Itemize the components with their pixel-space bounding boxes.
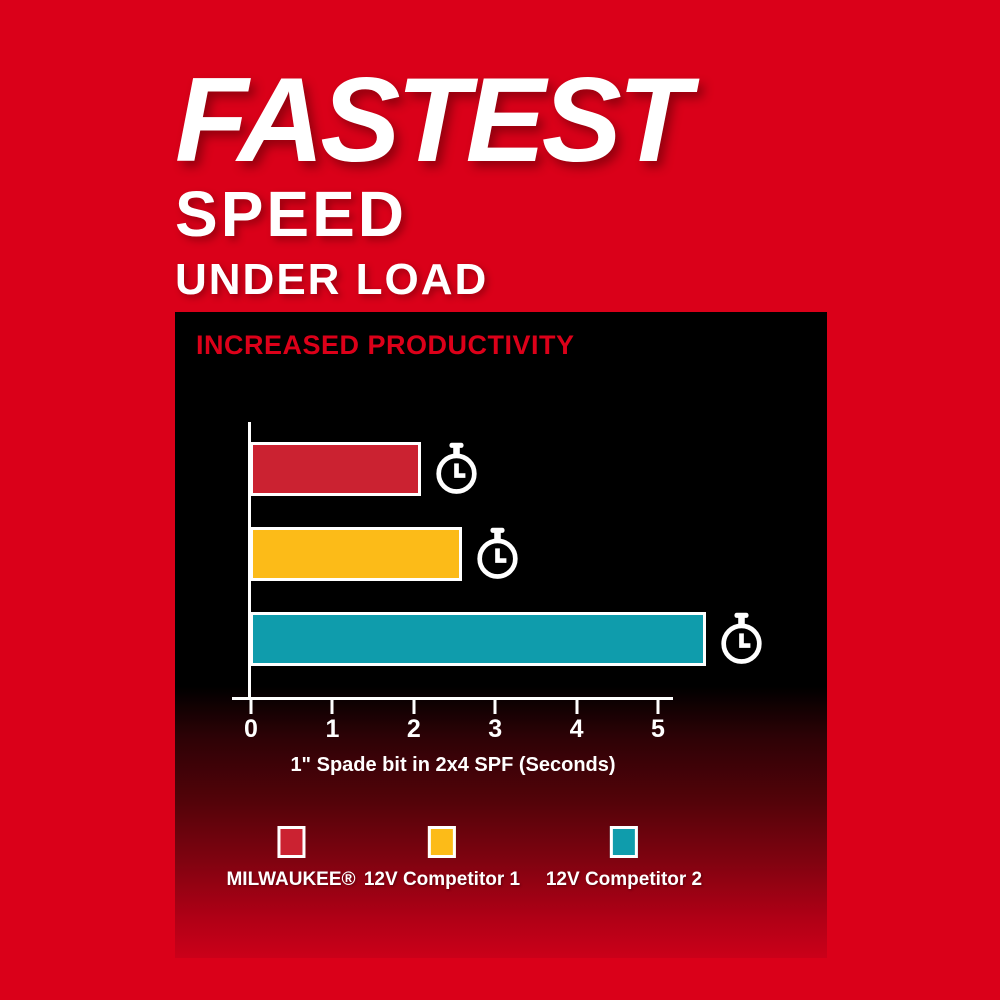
bar-chart: 0 1 2 3 4 5 1" Spade bit in 2x4 SPF (Sec… [175, 312, 827, 776]
y-axis-line [248, 422, 251, 700]
legend-item: 12V Competitor 1 [364, 826, 520, 891]
legend: MILWAUKEE® 12V Competitor 1 12V Competit… [175, 826, 827, 946]
x-axis-tick [575, 697, 579, 714]
x-axis-tick-label: 3 [488, 715, 503, 743]
legend-swatch [277, 826, 305, 858]
legend-item-label: 12V Competitor 2 [545, 869, 703, 890]
x-axis-tick-label: 5 [651, 715, 665, 743]
x-axis-tick-label: 4 [569, 715, 584, 743]
headline-speed: SPEED [175, 178, 407, 250]
x-axis-tick [412, 697, 416, 714]
legend-item: 12V Competitor 2 [546, 826, 702, 891]
stopwatch-icon [477, 527, 518, 579]
stopwatch-icon [436, 442, 477, 494]
headline-fastest: FASTEST [175, 53, 691, 187]
chart-title: INCREASED PRODUCTIVITY [196, 330, 575, 360]
x-axis-label: 1" Spade bit in 2x4 SPF (Seconds) [290, 754, 616, 776]
x-axis-tick-label: 0 [244, 715, 258, 743]
x-axis-tick-label: 2 [406, 715, 421, 743]
x-axis-tick-label: 1 [325, 715, 340, 743]
title-block: FASTEST SPEED UNDER LOAD [175, 53, 691, 304]
x-axis-line [232, 697, 673, 700]
legend-item: MILWAUKEE® [226, 826, 356, 891]
legend-swatch [609, 826, 638, 858]
headline-under-load: UNDER LOAD [175, 255, 489, 304]
bar [250, 442, 421, 496]
x-axis-tick [493, 697, 497, 714]
legend-item-label: 12V Competitor 1 [363, 869, 521, 890]
bar [250, 612, 706, 666]
x-axis-tick [249, 697, 253, 714]
stopwatch-icon [721, 612, 762, 664]
chart-panel: INCREASED PRODUCTIVITY [175, 312, 827, 958]
x-axis-tick [330, 697, 334, 714]
legend-item-label: MILWAUKEE® [226, 869, 356, 890]
bar [250, 527, 462, 581]
x-axis-tick [656, 697, 660, 714]
legend-swatch [427, 826, 456, 858]
